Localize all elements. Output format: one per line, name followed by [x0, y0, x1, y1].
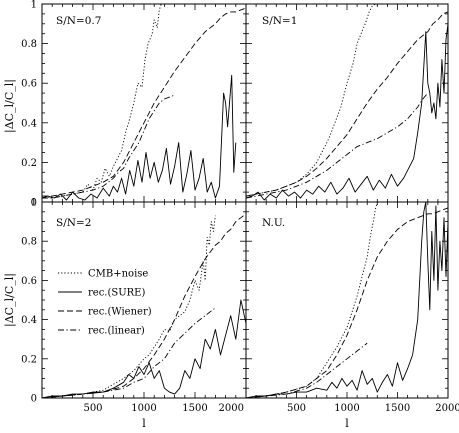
series-group — [246, 202, 448, 398]
y-tick-label: 1 — [31, 0, 37, 11]
series-line-rec-sure — [42, 74, 237, 201]
series-line-rec-linear — [42, 307, 216, 398]
panel-label: N.U. — [262, 217, 285, 229]
plot-frame — [41, 3, 247, 203]
y-tick-label: 0.4 — [21, 315, 37, 326]
x-tick-label: 500 — [287, 403, 306, 414]
series-line-rec-wiener — [42, 7, 246, 197]
y-tick-label: 1 — [31, 198, 37, 209]
panel-top-right: S/N=1 — [245, 3, 449, 203]
series-group — [42, 4, 246, 201]
panel-bottom-right: 500 1000 1500 2000 N.U. — [245, 201, 459, 414]
y-axis-label-top: |ΔC_l/C_l| — [3, 79, 17, 133]
series-line-cmb-noise — [246, 4, 376, 197]
series-group — [246, 4, 448, 201]
series-line-rec-wiener — [246, 11, 448, 197]
series-line-cmb-noise — [42, 4, 162, 199]
ticks: 500 1000 1500 2000 — [246, 202, 459, 414]
x-axis-label-left: l — [142, 417, 146, 430]
series-line-rec-linear — [42, 94, 175, 199]
panel-top-left: 0 0.2 0.4 0.6 0.8 1 S/N=0.7 — [21, 0, 247, 209]
plot-frame — [245, 201, 449, 399]
legend: CMB+noise rec.(SURE) rec.(Wiener) rec.(line… — [58, 269, 152, 337]
y-tick-label: 0 — [31, 198, 37, 209]
x-axis-label-right: l — [345, 417, 349, 430]
plot-frame — [245, 3, 449, 203]
panel-label: S/N=0.7 — [56, 15, 101, 27]
panel-label: S/N=2 — [56, 217, 91, 229]
ticks: 0 0.2 0.4 0.6 0.8 1 — [21, 0, 246, 209]
y-tick-label: 0.8 — [21, 39, 37, 50]
x-tick-label: 2000 — [219, 403, 244, 414]
y-tick-label: 0 — [31, 394, 37, 405]
series-line-rec-wiener — [246, 207, 448, 398]
panel-bottom-left: 500 1000 1500 2000 0 0.2 0.4 0.6 0.8 1 S/N=2 CMB+… — [21, 198, 247, 414]
y-tick-label: 0.6 — [21, 276, 37, 287]
legend-label-rec-sure: rec.(SURE) — [88, 288, 145, 299]
ticks — [246, 4, 448, 202]
series-line-rec-sure — [246, 23, 448, 201]
y-tick-label: 0.2 — [21, 158, 37, 169]
y-axis-label-bottom: |ΔC_l/C_l| — [3, 273, 17, 327]
x-tick-label: 1500 — [182, 403, 207, 414]
legend-label-rec-wiener: rec.(Wiener) — [88, 307, 152, 318]
x-tick-label: 1000 — [131, 403, 156, 414]
ticks: 500 1000 1500 2000 0 0.2 0.4 0.6 0.8 1 — [21, 198, 246, 414]
y-tick-label: 0.8 — [21, 237, 37, 248]
panel-label: S/N=1 — [262, 15, 297, 27]
x-tick-label: 1000 — [334, 403, 359, 414]
series-line-rec-linear — [246, 342, 368, 398]
series-line-cmb-noise — [246, 202, 378, 398]
series-group — [42, 213, 246, 398]
legend-label-cmb-noise: CMB+noise — [88, 269, 148, 280]
y-tick-label: 0.4 — [21, 118, 37, 129]
series-line-rec-sure — [246, 202, 448, 398]
series-line-rec-sure — [42, 299, 246, 398]
x-tick-label: 500 — [83, 403, 102, 414]
x-tick-label: 2000 — [435, 403, 459, 414]
legend-label-rec-linear: rec.(linear) — [88, 326, 145, 337]
y-tick-label: 0.6 — [21, 79, 37, 90]
x-tick-label: 1500 — [385, 403, 410, 414]
y-tick-label: 0.2 — [21, 354, 37, 365]
series-line-cmb-noise — [42, 215, 216, 398]
